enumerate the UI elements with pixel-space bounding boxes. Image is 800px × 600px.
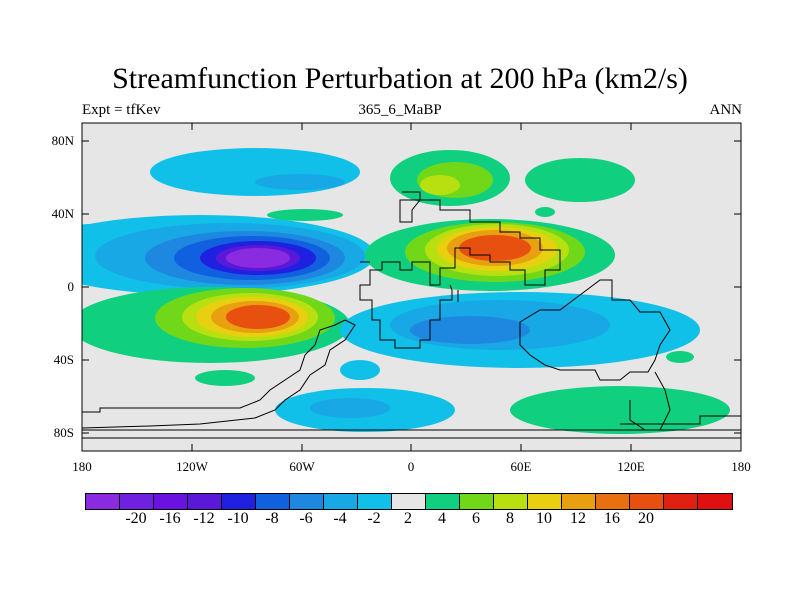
antarctica-outline <box>82 415 741 439</box>
contour-region <box>535 207 555 217</box>
colorbar-label: 10 <box>536 510 552 527</box>
colorbar-swatch <box>562 494 596 509</box>
colorbar-swatch <box>290 494 324 509</box>
colorbar-label: -2 <box>367 510 381 527</box>
lat-label: 0 <box>67 279 75 294</box>
europe-outline <box>399 199 422 223</box>
lon-label: 180 <box>731 459 751 474</box>
contour-region <box>226 248 290 268</box>
colorbar-label: -8 <box>265 510 279 527</box>
contour-region <box>226 305 290 329</box>
run-label: 365_6_MaBP <box>358 102 442 118</box>
colorbar-label: 2 <box>404 510 412 527</box>
colorbar-swatch <box>86 494 120 509</box>
contour-region <box>195 370 255 386</box>
south-america-outline <box>82 319 356 429</box>
coastlines <box>82 191 741 439</box>
lon-label: 180 <box>72 459 92 474</box>
colorbar-swatch <box>596 494 630 509</box>
colorbar-label: 12 <box>570 510 586 527</box>
lon-label: 60W <box>289 459 315 474</box>
colorbar-swatch <box>256 494 290 509</box>
lon-label: 120E <box>617 459 645 474</box>
lon-label: 60E <box>510 459 532 474</box>
colorbar-swatch <box>392 494 426 509</box>
season-label: ANN <box>709 102 743 118</box>
lon-label: 0 <box>407 459 415 474</box>
colorbar-label: -10 <box>227 510 249 527</box>
contour-region <box>420 175 460 195</box>
contour-region <box>525 158 635 202</box>
colorbar-swatch <box>120 494 154 509</box>
colorbar-swatch <box>664 494 698 509</box>
colorbar-swatch <box>324 494 358 509</box>
colorbar-swatch <box>154 494 188 509</box>
contour-region <box>255 174 345 190</box>
colorbar-label: 20 <box>638 510 654 527</box>
contour-region <box>267 209 343 221</box>
colorbar-label: -20 <box>125 510 147 527</box>
contour-region <box>666 351 694 363</box>
contour-region <box>310 398 390 418</box>
colorbar-swatch <box>630 494 664 509</box>
colorbar-label: -6 <box>299 510 313 527</box>
contour-fills <box>82 148 730 434</box>
colorbar-label: -4 <box>333 510 347 527</box>
axis-ticks <box>82 123 741 451</box>
colorbar-swatch <box>426 494 460 509</box>
lat-label: 80N <box>51 133 74 148</box>
lat-label: 80S <box>53 425 74 440</box>
colorbar-label: 4 <box>438 510 446 527</box>
colorbar-swatch <box>358 494 392 509</box>
colorbar-swatch <box>222 494 256 509</box>
contour-region <box>410 316 530 344</box>
australia-asia-outline <box>519 279 671 381</box>
lon-label: 120W <box>176 459 208 474</box>
colorbar-swatch <box>188 494 222 509</box>
colorbar-label: 6 <box>472 510 480 527</box>
colorbar-swatch <box>698 494 732 509</box>
lat-label: 40S <box>53 352 74 367</box>
contour-region <box>150 148 360 196</box>
contour-region <box>340 360 380 380</box>
colorbar-label: -12 <box>193 510 215 527</box>
colorbar <box>85 493 733 510</box>
minor-outline <box>360 261 459 302</box>
colorbar-label: 16 <box>604 510 620 527</box>
colorbar-swatch <box>528 494 562 509</box>
map-title: Streamfunction Perturbation at 200 hPa (… <box>112 62 688 95</box>
colorbar-swatch <box>494 494 528 509</box>
africa-eurasia-outline <box>359 191 561 349</box>
colorbar-label: 8 <box>506 510 514 527</box>
contour-region <box>510 386 730 434</box>
experiment-label: Expt = tfKev <box>82 102 161 118</box>
lat-label: 40N <box>51 206 74 221</box>
colorbar-swatch <box>460 494 494 509</box>
colorbar-label: -16 <box>159 510 181 527</box>
